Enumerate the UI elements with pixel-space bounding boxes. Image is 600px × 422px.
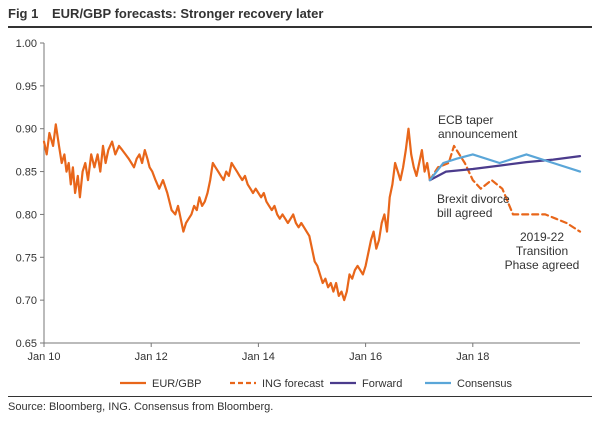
legend-label: Consensus — [457, 378, 513, 390]
consensus-series-line — [428, 153, 582, 182]
legend-label: EUR/GBP — [152, 378, 202, 390]
ecb-taper-annotation-line: announcement — [438, 127, 518, 141]
ing-forecast-series-line — [428, 144, 582, 233]
eurgbp-series-line — [42, 123, 431, 302]
y-tick-label: 0.70 — [16, 295, 37, 307]
ecb-taper-annotation-line: ECB taper — [438, 113, 493, 127]
forward-series-line — [428, 155, 582, 182]
y-tick-label: 0.90 — [16, 124, 37, 136]
series-layer — [42, 123, 582, 302]
legend-item-forward: Forward — [330, 378, 402, 390]
figure-header: Fig 1 EUR/GBP forecasts: Stronger recover… — [8, 6, 323, 26]
x-tick-label: Jan 16 — [349, 351, 382, 363]
x-tick-label: Jan 12 — [135, 351, 168, 363]
x-tick-label: Jan 10 — [27, 351, 60, 363]
x-tick-label: Jan 18 — [456, 351, 489, 363]
brexit-divorce-annotation-line: Brexit divorce — [437, 192, 510, 206]
chart-legend: EUR/GBP ING forecast Forward Consensus — [120, 378, 513, 390]
legend-item-consensus: Consensus — [425, 378, 513, 390]
brexit-divorce-annotation-line: bill agreed — [437, 206, 492, 220]
eurgbp-line-chart: 0.65 0.70 0.75 0.80 0.85 0.90 0.95 1.00 Jan 10 Ja… — [16, 38, 582, 390]
transition-phase-annotation-line: Phase agreed — [505, 258, 580, 272]
source-note: Source: Bloomberg, ING. Consensus from B… — [8, 401, 274, 413]
figure-number: Fig 1 — [8, 6, 39, 21]
transition-phase-annotation-line: 2019-22 — [520, 230, 564, 244]
header-rule — [8, 26, 592, 28]
footer-rule — [8, 396, 592, 397]
legend-item-ing-forecast: ING forecast — [230, 378, 324, 390]
chart-axes: 0.65 0.70 0.75 0.80 0.85 0.90 0.95 1.00 Jan 10 Ja… — [16, 38, 580, 363]
figure-title: EUR/GBP forecasts: Stronger recovery lat… — [52, 6, 324, 21]
y-tick-label: 1.00 — [16, 38, 37, 50]
y-tick-label: 0.65 — [16, 338, 37, 350]
y-tick-label: 0.85 — [16, 167, 37, 179]
transition-phase-annotation-line: Transition — [516, 244, 568, 258]
x-tick-label: Jan 14 — [242, 351, 275, 363]
y-tick-label: 0.95 — [16, 81, 37, 93]
y-tick-label: 0.80 — [16, 209, 37, 221]
legend-item-eurgbp: EUR/GBP — [120, 378, 202, 390]
legend-label: Forward — [362, 378, 402, 390]
y-tick-label: 0.75 — [16, 252, 37, 264]
legend-label: ING forecast — [262, 378, 324, 390]
